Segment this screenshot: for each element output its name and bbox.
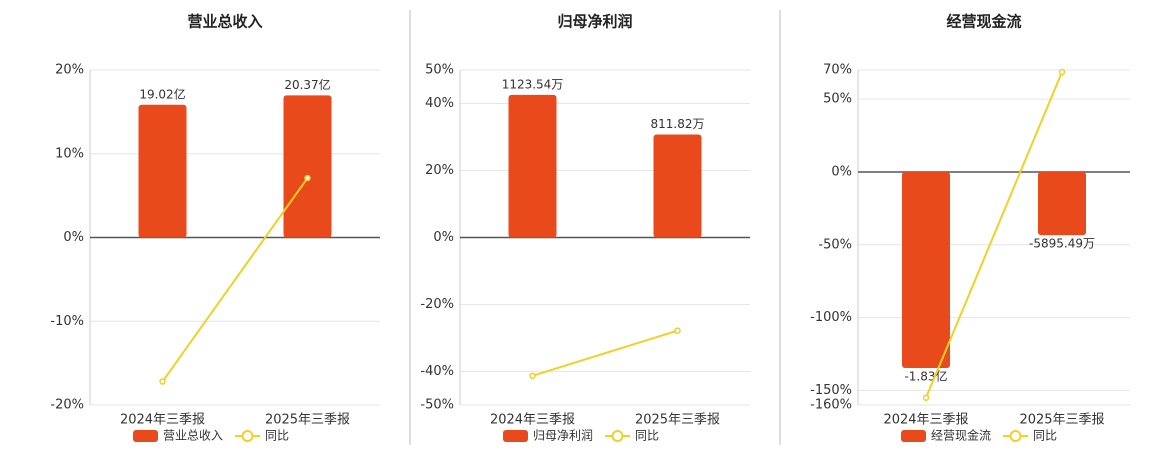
legend-swatch: [133, 430, 158, 442]
legend-label: 归母净利润: [533, 429, 593, 443]
x-tick-label: 2024年三季报: [883, 413, 968, 428]
bar: [1038, 171, 1086, 236]
legend-label: 营业总收入: [163, 429, 223, 443]
chart-title: 经营现金流: [946, 13, 1021, 31]
bar: [283, 95, 332, 238]
x-tick-label: 2025年三季报: [635, 413, 720, 428]
value-label: 20.37亿: [284, 77, 330, 92]
x-tick-label: 2025年三季报: [265, 413, 350, 428]
y-tick-label: -40%: [420, 364, 454, 379]
value-label: -5895.49万: [1029, 237, 1095, 251]
legend-swatch: [611, 430, 624, 442]
bar: [508, 94, 557, 238]
marker: [529, 372, 536, 380]
legend-swatch: [503, 430, 528, 442]
bar: [138, 104, 187, 238]
y-tick-label: -50%: [818, 237, 852, 252]
chart-title: 归母净利润: [557, 13, 632, 31]
y-tick-label: 70%: [823, 63, 852, 78]
legend-label: 同比: [265, 429, 289, 443]
legend-swatch: [901, 430, 926, 442]
legend-label: 同比: [1033, 429, 1057, 443]
marker: [1058, 68, 1066, 76]
x-tick-label: 2025年三季报: [1019, 413, 1104, 428]
value-label: 1123.54万: [502, 77, 564, 91]
y-tick-label: 0%: [831, 164, 852, 179]
y-tick-label: -100%: [810, 310, 852, 325]
y-tick-label: 0%: [63, 230, 84, 245]
bar: [653, 134, 702, 238]
marker: [304, 174, 311, 182]
marker: [922, 394, 930, 401]
y-tick-label: 50%: [425, 63, 454, 78]
y-tick-label: 0%: [433, 230, 454, 245]
y-tick-label: 20%: [55, 63, 84, 78]
marker: [159, 378, 166, 385]
y-tick-label: -10%: [50, 314, 84, 329]
line: [925, 71, 1063, 399]
y-tick-label: -150%: [810, 383, 852, 398]
y-tick-label: 20%: [425, 163, 454, 178]
x-tick-label: 2024年三季报: [120, 413, 205, 428]
legend-swatch: [241, 430, 254, 442]
line: [161, 177, 309, 383]
y-tick-label: -20%: [50, 398, 84, 413]
line: [532, 329, 678, 377]
value-label: 811.82万: [651, 117, 705, 131]
legend-label: 经营现金流: [931, 428, 991, 443]
value-label: 19.02亿: [139, 86, 185, 101]
value-label: -1.83亿: [904, 369, 947, 384]
y-tick-label: 10%: [55, 146, 84, 161]
y-tick-label: 50%: [823, 92, 852, 107]
y-tick-label: -160%: [810, 398, 852, 413]
legend-label: 同比: [635, 429, 659, 443]
y-tick-label: -50%: [420, 398, 454, 413]
bar: [902, 171, 950, 369]
x-tick-label: 2024年三季报: [490, 413, 575, 428]
marker: [674, 327, 681, 334]
chart-title: 营业总收入: [187, 13, 262, 31]
y-tick-label: 40%: [425, 96, 454, 111]
y-tick-label: -20%: [420, 297, 454, 312]
legend-swatch: [1009, 430, 1022, 442]
